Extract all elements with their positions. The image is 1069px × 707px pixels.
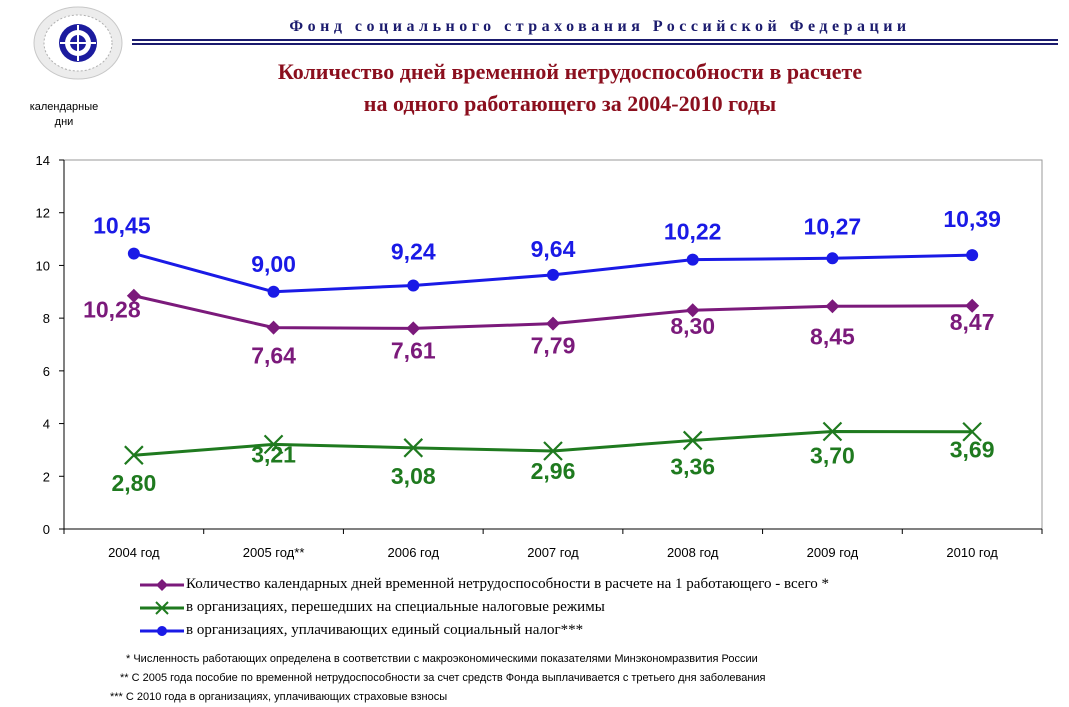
data-label: 7,79 xyxy=(531,333,576,359)
header-rule-top xyxy=(132,39,1058,41)
legend-label: Количество календарных дней временной не… xyxy=(186,576,829,592)
point-marker xyxy=(403,438,424,458)
y-axis-unit: календарные дни xyxy=(14,100,114,130)
data-label: 3,08 xyxy=(391,463,436,489)
legend-item: в организациях, уплачивающих единый соци… xyxy=(140,619,1040,642)
data-label: 9,00 xyxy=(251,251,296,277)
legend-swatch-icon xyxy=(140,600,184,615)
point-marker xyxy=(682,430,703,451)
data-label: 9,24 xyxy=(391,238,436,264)
data-label: 3,70 xyxy=(810,442,855,468)
point-marker xyxy=(543,441,563,461)
organization-name: Фонд социального страхования Российской … xyxy=(289,18,911,35)
data-label: 10,45 xyxy=(93,213,151,239)
x-tick-label: 2009 год xyxy=(807,545,859,560)
data-label: 2,96 xyxy=(531,458,576,484)
chart-title: Количество дней временной нетрудоспособн… xyxy=(110,56,1030,120)
y-tick-label: 0 xyxy=(43,522,50,537)
footnote-3: *** С 2010 года в организациях, уплачива… xyxy=(110,691,448,703)
point-marker xyxy=(966,249,979,262)
chart-title-line-1: Количество дней временной нетрудоспособн… xyxy=(277,59,863,84)
y-tick-label: 8 xyxy=(43,311,50,326)
y-tick-label: 6 xyxy=(43,364,50,379)
line-chart: 0 2 4 6 8 10 12 14 2004 год 2005 год** 2006 год 200… xyxy=(36,153,1043,560)
x-tick-label: 2008 год xyxy=(667,545,719,560)
data-label: 3,36 xyxy=(670,453,715,479)
y-tick-label: 10 xyxy=(36,258,50,273)
point-marker xyxy=(826,252,839,265)
data-label: 10,39 xyxy=(943,206,1001,232)
point-marker xyxy=(126,288,141,303)
point-marker xyxy=(825,299,840,314)
x-tick-label: 2007 год xyxy=(527,545,579,560)
data-label: 2,80 xyxy=(111,470,156,496)
data-label: 3,69 xyxy=(950,437,995,463)
data-label: 7,64 xyxy=(251,343,296,369)
point-marker xyxy=(407,279,420,292)
footnote-1: * Численность работающих определена в со… xyxy=(126,653,758,665)
point-marker xyxy=(822,421,843,442)
point-marker xyxy=(546,316,560,331)
x-tick-label: 2006 год xyxy=(388,545,440,560)
point-marker xyxy=(267,285,280,298)
data-label: 7,61 xyxy=(391,337,436,363)
data-label: 8,45 xyxy=(810,323,855,349)
point-marker xyxy=(124,445,144,465)
data-label: 8,30 xyxy=(670,313,715,339)
footnotes: * Численность работающих определена в со… xyxy=(110,650,1010,707)
y-axis-unit-line-1: календарные xyxy=(29,101,99,113)
fss-emblem-icon xyxy=(33,6,123,80)
plot-area xyxy=(63,159,1043,530)
point-marker xyxy=(685,303,700,318)
chart-legend: Количество календарных дней временной не… xyxy=(140,573,1040,642)
y-tick-label: 12 xyxy=(36,206,50,221)
point-marker xyxy=(547,268,559,281)
x-tick-label: 2004 год xyxy=(108,545,160,560)
point-marker xyxy=(962,421,982,442)
header-rule-bottom xyxy=(132,43,1058,45)
legend-item: Количество календарных дней временной не… xyxy=(140,573,1040,596)
data-label: 10,28 xyxy=(83,297,141,323)
legend-item: в организациях, перешедших на специальны… xyxy=(140,596,1040,619)
footnote-2: ** С 2005 года пособие по временной нетр… xyxy=(120,672,766,684)
data-label: 3,21 xyxy=(251,441,296,467)
point-marker xyxy=(127,247,140,260)
data-label: 9,64 xyxy=(531,236,576,262)
data-label: 10,22 xyxy=(664,219,722,245)
chart-title-line-2: на одного работающего за 2004-2010 годы xyxy=(363,91,777,116)
x-tick-label: 2005 год** xyxy=(243,545,305,560)
legend-label: в организациях, уплачивающих единый соци… xyxy=(186,622,584,638)
data-label: 8,47 xyxy=(950,309,995,335)
legend-label: в организациях, перешедших на специальны… xyxy=(186,599,605,615)
point-marker xyxy=(266,320,281,335)
y-tick-label: 2 xyxy=(43,469,50,484)
point-marker xyxy=(263,434,284,455)
point-marker xyxy=(406,321,421,336)
y-tick-label: 4 xyxy=(43,417,50,432)
y-axis-unit-line-2: дни xyxy=(54,116,74,128)
point-marker xyxy=(965,298,980,313)
y-tick-label: 14 xyxy=(36,153,50,168)
data-label: 10,27 xyxy=(804,213,862,239)
point-marker xyxy=(686,253,699,266)
x-tick-label: 2010 год xyxy=(946,545,998,560)
legend-swatch-icon xyxy=(140,625,184,636)
legend-swatch-icon xyxy=(140,578,184,591)
